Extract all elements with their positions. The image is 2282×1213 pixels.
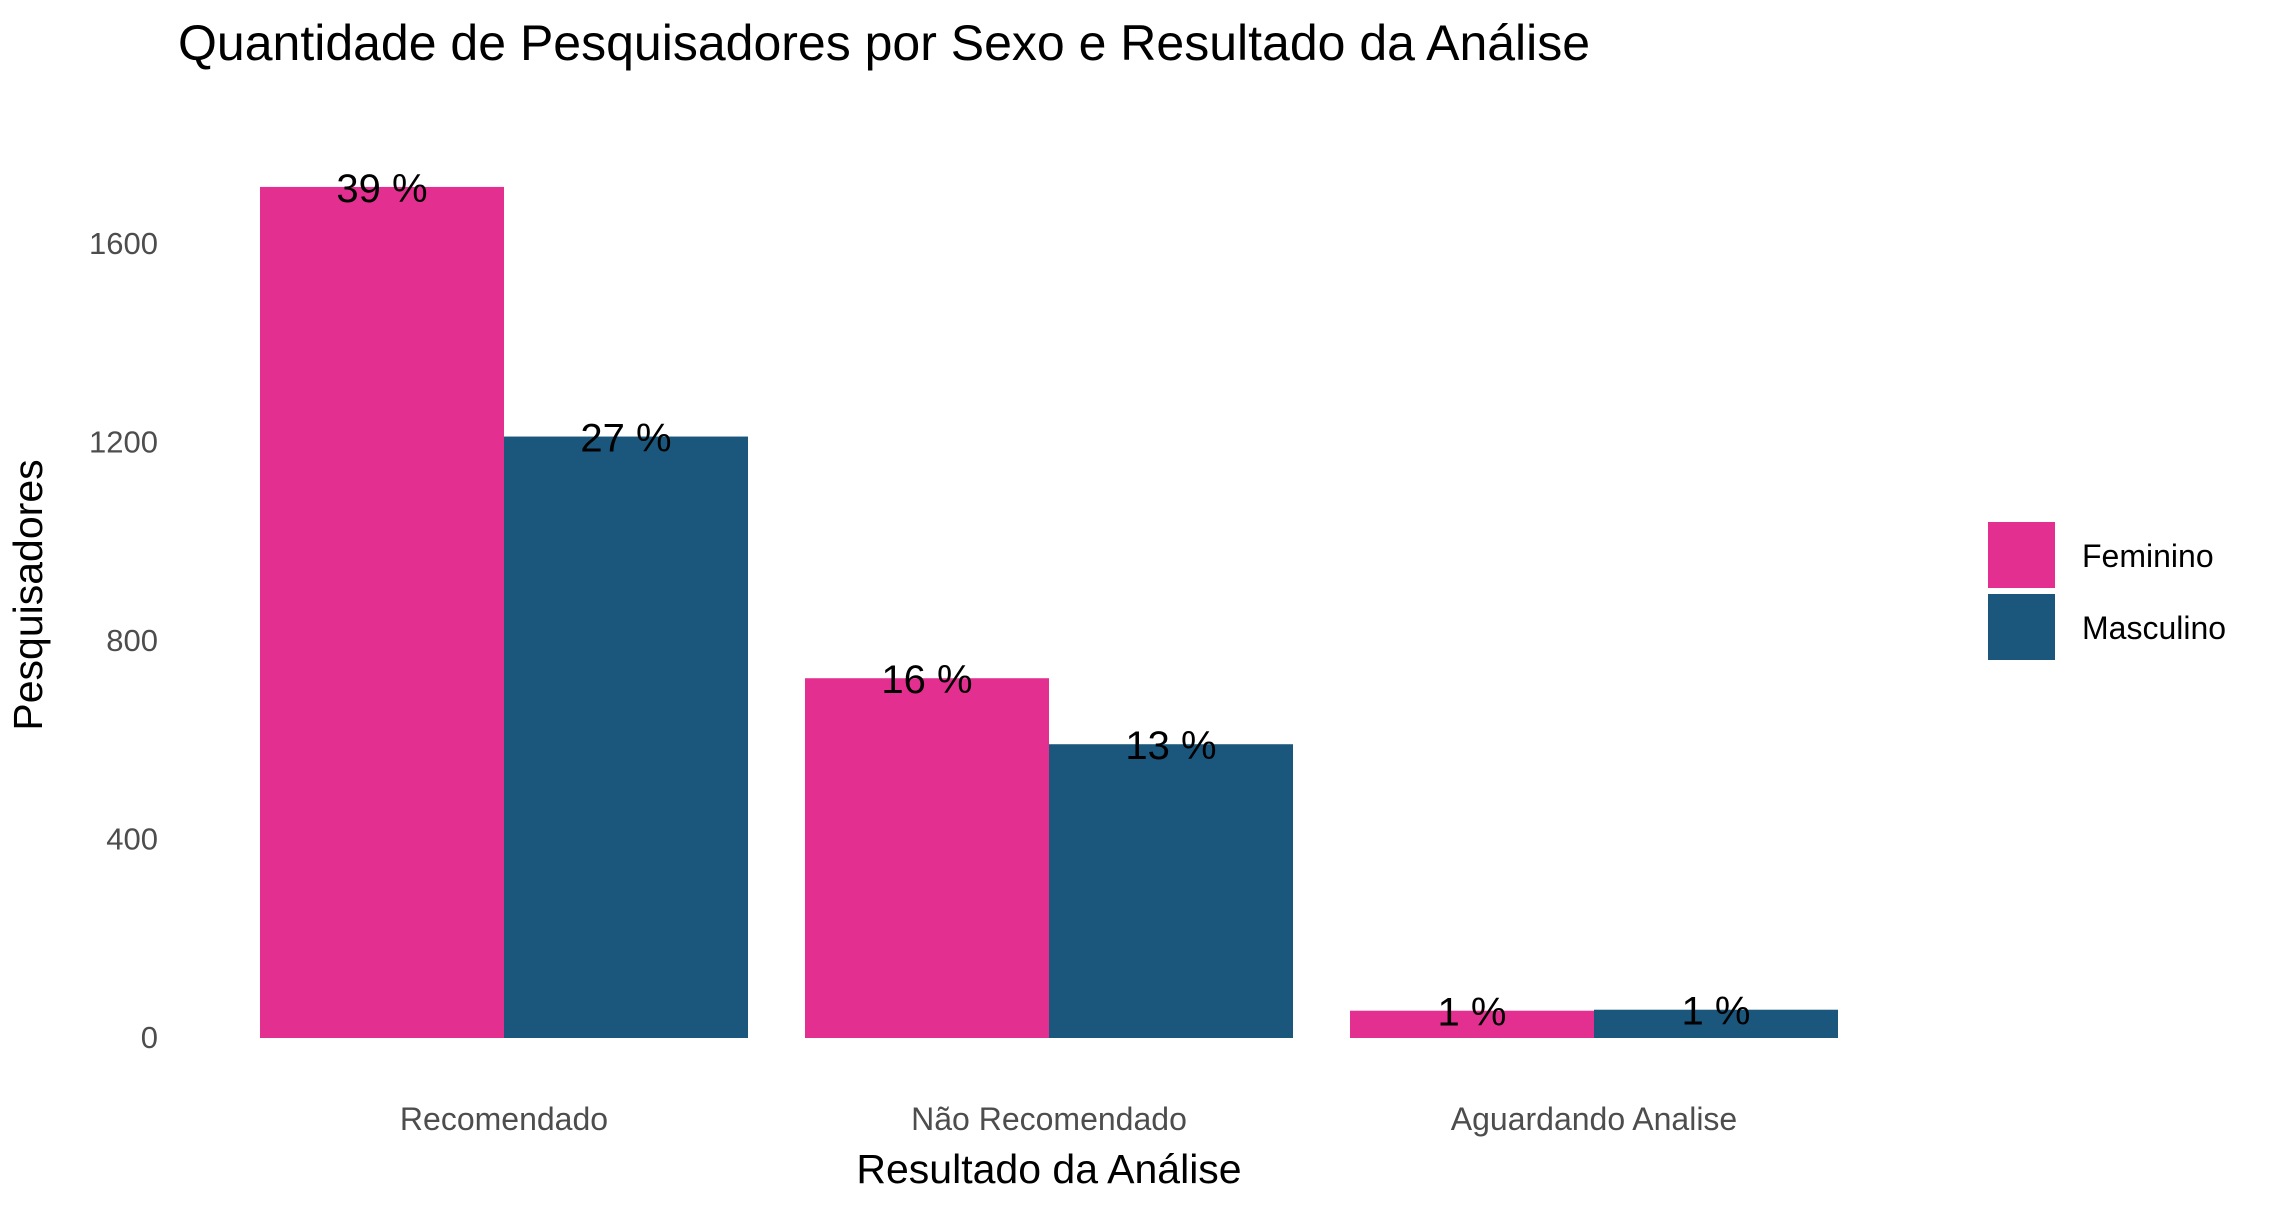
bar-feminino-1 [805,678,1049,1038]
y-tick-label: 800 [106,623,158,658]
legend-label-masculino: Masculino [2082,610,2226,646]
bar-data-label: 1 % [1438,991,1507,1035]
legend-label-feminino: Feminino [2082,538,2214,574]
bar-masculino-2 [1594,1009,1838,1038]
legend: Feminino Masculino [1988,522,2226,660]
y-tick-label: 400 [106,822,158,857]
bar-data-label: 16 % [881,658,972,702]
chart-title: Quantidade de Pesquisadores por Sexo e R… [178,15,1590,71]
bar-masculino-1 [1049,744,1293,1038]
bar-data-label: 27 % [580,417,671,461]
bar-masculino-0 [504,436,748,1038]
y-axis-label: Pesquisadores [5,459,51,730]
x-axis-label: Resultado da Análise [856,1146,1241,1192]
bar-labels-group: 39 % 27 % 16 % 13 % 1 % 1 % [336,167,1750,1035]
x-tick-label: Não Recomendado [911,1101,1187,1137]
bar-data-label: 1 % [1682,990,1751,1034]
bar-data-label: 39 % [336,167,427,211]
y-axis-ticks: 0 400 800 1200 1600 [89,226,158,1055]
legend-swatch-masculino [1988,594,2055,660]
legend-swatch-feminino [1988,522,2055,588]
bars-group [260,186,1838,1038]
x-axis-ticks: Recomendado Não Recomendado Aguardando Ana… [400,1101,1737,1137]
bar-feminino-2 [1350,1010,1594,1038]
bar-data-label: 13 % [1125,724,1216,768]
x-tick-label: Aguardando Analise [1451,1101,1737,1137]
y-tick-label: 1600 [89,226,158,261]
bar-feminino-0 [260,186,504,1038]
x-tick-label: Recomendado [400,1101,608,1137]
y-tick-label: 1200 [89,425,158,460]
y-tick-label: 0 [141,1020,158,1055]
